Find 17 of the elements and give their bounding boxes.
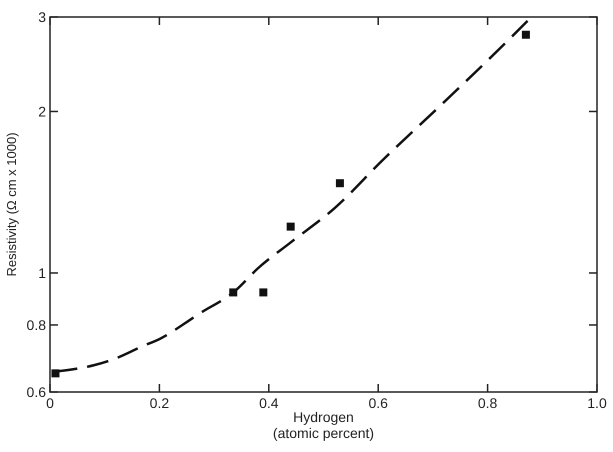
x-tick-label: 1.0 [587,395,607,411]
x-tick-label: 0.6 [368,395,388,411]
y-tick-label: 0.8 [26,316,46,333]
y-tick-label: 3 [38,8,46,25]
y-tick-label: 1 [38,264,46,281]
x-tick-label: 0 [46,395,54,411]
point [259,288,268,296]
point [286,222,295,231]
x-tick-label: 0.2 [150,395,170,411]
x-tick-label: 0.8 [478,395,498,411]
y-tick-label: 0.6 [26,384,46,400]
y-tick-label: 2 [38,103,46,120]
x-axis-title: Hydrogen (atomic percent) [272,409,374,441]
y-axis-title: Resistivity (Ω cm x 1000) [4,132,19,277]
x-tick-label: 0.4 [259,395,279,411]
point [522,30,530,39]
point [336,179,344,188]
